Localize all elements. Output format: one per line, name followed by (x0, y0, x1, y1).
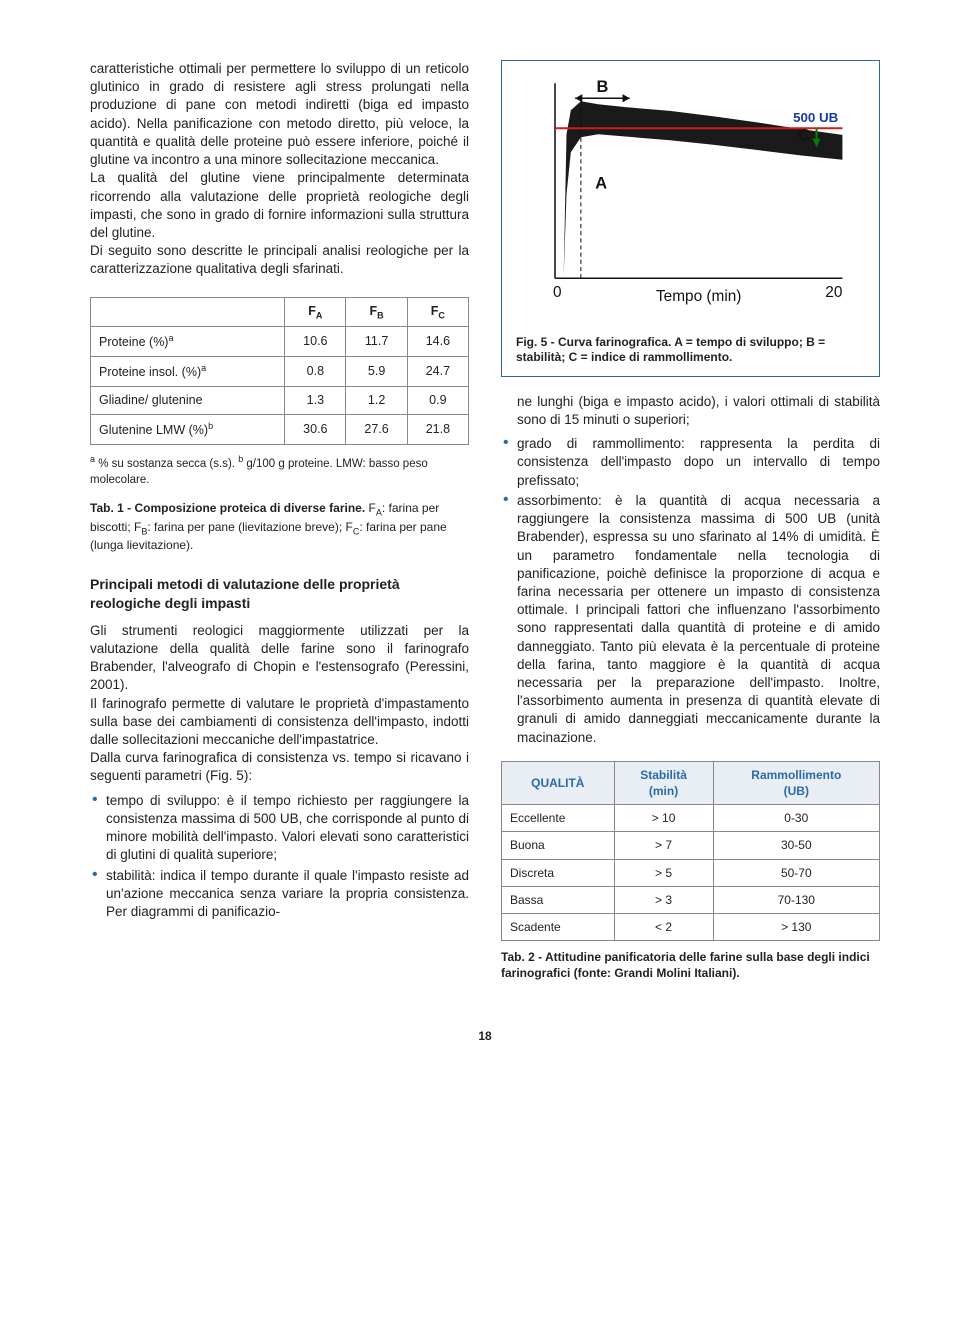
section-heading-methods: Principali metodi di valutazione delle p… (90, 575, 469, 611)
methods-para-2: Il farinografo permette di valutare le p… (90, 695, 469, 750)
page-number: 18 (90, 1028, 880, 1044)
svg-text:Tempo (min): Tempo (min) (656, 288, 741, 305)
table-2-quality: QUALITÀStabilità(min)Rammollimento(UB) E… (501, 761, 880, 941)
svg-text:A: A (595, 174, 607, 192)
parameter-list-left: tempo di sviluppo: è il tempo richiesto … (90, 792, 469, 922)
svg-text:C: C (798, 126, 810, 144)
table-2-caption: Tab. 2 - Attitudine panificatoria delle … (501, 949, 880, 981)
figure-5-farinograph-curve: 500 UB A B C 0 20 Tempo (min) (516, 73, 865, 319)
bullet-stabilita: stabilità: indica il tempo durante il qu… (90, 867, 469, 922)
bullet-rammollimento: grado di rammollimento: rappresenta la p… (501, 435, 880, 490)
table-1-caption: Tab. 1 - Composizione proteica di divers… (90, 500, 469, 553)
table-1-protein-composition: FA FB FC Proteine (%)a10.611.714.6Protei… (90, 297, 469, 446)
intro-para-2: La qualità del glutine viene principalme… (90, 169, 469, 242)
svg-text:B: B (597, 78, 609, 96)
parameter-list-right: grado di rammollimento: rappresenta la p… (501, 435, 880, 747)
methods-para-1: Gli strumenti reologici maggiormente uti… (90, 622, 469, 695)
bullet-tempo-sviluppo: tempo di sviluppo: è il tempo richiesto … (90, 792, 469, 865)
continuation-para: ne lunghi (biga e impasto acido), i valo… (501, 393, 880, 429)
intro-para-3: Di seguito sono descritte le principali … (90, 242, 469, 278)
bullet-assorbimento: assorbimento: è la quantità di acqua nec… (501, 492, 880, 747)
svg-text:0: 0 (553, 284, 562, 301)
methods-para-3: Dalla curva farinografica di consistenza… (90, 749, 469, 785)
intro-para-1: caratteristiche ottimali per permettere … (90, 60, 469, 169)
figure-5-caption: Fig. 5 - Curva farinografica. A = tempo … (516, 335, 865, 366)
table-1-footnote: a % su sostanza secca (s.s). b g/100 g p… (90, 453, 469, 488)
svg-text:20: 20 (825, 284, 842, 301)
figure-5-box: 500 UB A B C 0 20 Tempo (min) Fig. 5 - Curva f… (501, 60, 880, 377)
svg-text:500 UB: 500 UB (793, 110, 839, 125)
